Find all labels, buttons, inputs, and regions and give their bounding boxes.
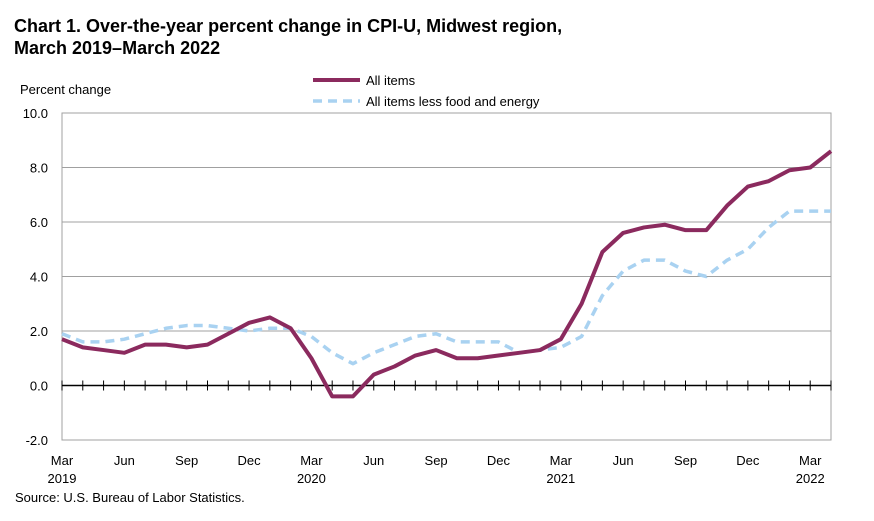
chart-title-line2: March 2019–March 2022 — [14, 38, 221, 58]
x-tick-label: Mar — [550, 453, 573, 468]
x-tick-label: Sep — [425, 453, 448, 468]
legend-label-core: All items less food and energy — [366, 94, 540, 109]
x-tick-label: Sep — [674, 453, 697, 468]
x-tick-label: Jun — [613, 453, 634, 468]
y-tick-label: 0.0 — [30, 379, 48, 394]
x-tick-label: Dec — [736, 453, 760, 468]
x-tick-label: Mar — [799, 453, 822, 468]
series-lines — [61, 149, 833, 399]
x-tick-year-label: 2021 — [546, 471, 575, 486]
y-tick-label: 2.0 — [30, 324, 48, 339]
x-tick-labels: Mar 2019 Jun Sep Dec Mar 2020 Jun Sep Dec Mar 2021 J… — [48, 453, 825, 486]
x-tick-year-label: 2020 — [297, 471, 326, 486]
series-line-all-items — [61, 149, 833, 399]
y-tick-label: 6.0 — [30, 215, 48, 230]
x-tick-label: Sep — [175, 453, 198, 468]
gridlines — [61, 112, 832, 441]
x-tick-year-label: 2019 — [48, 471, 77, 486]
y-tick-label: 4.0 — [30, 270, 48, 285]
x-tick-label: Mar — [300, 453, 323, 468]
y-axis-label: Percent change — [20, 82, 112, 97]
x-tick-label: Mar — [51, 453, 74, 468]
source-note: Source: U.S. Bureau of Labor Statistics. — [15, 490, 245, 505]
x-tick-label: Jun — [363, 453, 384, 468]
x-tick-year-label: 2022 — [796, 471, 825, 486]
chart-title-line1: Chart 1. Over-the-year percent change in… — [14, 16, 563, 36]
x-tick-label: Jun — [114, 453, 135, 468]
legend-label-all-items: All items — [366, 73, 416, 88]
y-tick-label: 8.0 — [30, 161, 48, 176]
x-axis-tick-marks — [61, 380, 832, 391]
plot-border — [61, 112, 832, 441]
y-tick-labels: 10.0 8.0 6.0 4.0 2.0 0.0 -2.0 — [23, 106, 48, 448]
y-tick-label: -2.0 — [26, 433, 48, 448]
x-tick-label: Dec — [237, 453, 261, 468]
legend: All items All items less food and energy — [313, 73, 540, 109]
y-tick-label: 10.0 — [23, 106, 48, 121]
series-line-core — [61, 209, 831, 366]
x-tick-label: Dec — [487, 453, 511, 468]
